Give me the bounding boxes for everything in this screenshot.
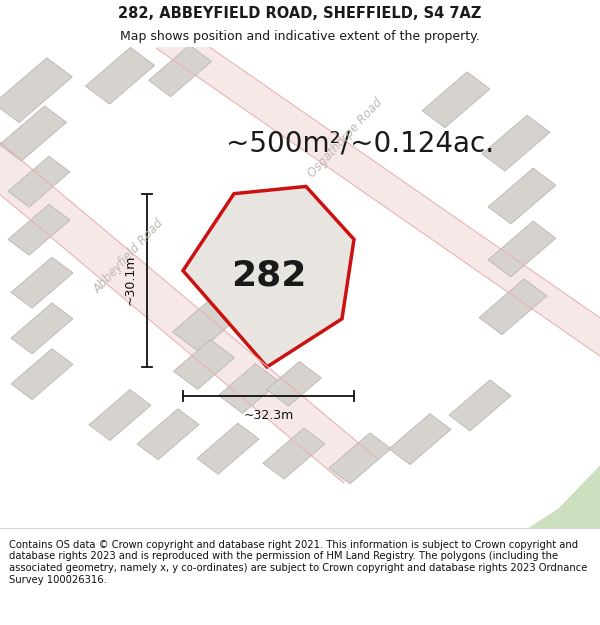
Text: ~500m²/~0.124ac.: ~500m²/~0.124ac. bbox=[226, 129, 494, 157]
Polygon shape bbox=[137, 409, 199, 460]
Polygon shape bbox=[0, 58, 73, 122]
Polygon shape bbox=[329, 433, 391, 484]
Polygon shape bbox=[488, 221, 556, 277]
Polygon shape bbox=[197, 423, 259, 474]
Polygon shape bbox=[479, 279, 547, 334]
Polygon shape bbox=[449, 380, 511, 431]
Polygon shape bbox=[0, 106, 67, 161]
Polygon shape bbox=[528, 466, 600, 528]
Polygon shape bbox=[389, 414, 451, 464]
Polygon shape bbox=[11, 258, 73, 308]
Text: ~32.3m: ~32.3m bbox=[244, 409, 293, 421]
Polygon shape bbox=[266, 361, 322, 406]
Text: Osgathorpe Road: Osgathorpe Road bbox=[305, 96, 385, 181]
Text: Abbeyfield Road: Abbeyfield Road bbox=[91, 216, 167, 296]
Polygon shape bbox=[8, 156, 70, 207]
Polygon shape bbox=[156, 26, 600, 356]
Polygon shape bbox=[218, 364, 280, 413]
Polygon shape bbox=[149, 45, 211, 97]
Polygon shape bbox=[183, 186, 354, 367]
Text: Map shows position and indicative extent of the property.: Map shows position and indicative extent… bbox=[120, 30, 480, 43]
Polygon shape bbox=[89, 389, 151, 441]
Polygon shape bbox=[85, 48, 155, 104]
Polygon shape bbox=[488, 168, 556, 224]
Text: 282, ABBEYFIELD ROAD, SHEFFIELD, S4 7AZ: 282, ABBEYFIELD ROAD, SHEFFIELD, S4 7AZ bbox=[118, 6, 482, 21]
Text: 282: 282 bbox=[231, 259, 307, 292]
Polygon shape bbox=[8, 204, 70, 255]
Text: Contains OS data © Crown copyright and database right 2021. This information is : Contains OS data © Crown copyright and d… bbox=[9, 540, 587, 584]
Polygon shape bbox=[11, 303, 73, 354]
Polygon shape bbox=[482, 115, 550, 171]
Polygon shape bbox=[422, 72, 490, 127]
Polygon shape bbox=[263, 428, 325, 479]
Polygon shape bbox=[172, 301, 236, 352]
Polygon shape bbox=[173, 339, 235, 389]
Text: ~30.1m: ~30.1m bbox=[124, 255, 137, 306]
Polygon shape bbox=[11, 349, 73, 399]
Polygon shape bbox=[0, 131, 376, 483]
